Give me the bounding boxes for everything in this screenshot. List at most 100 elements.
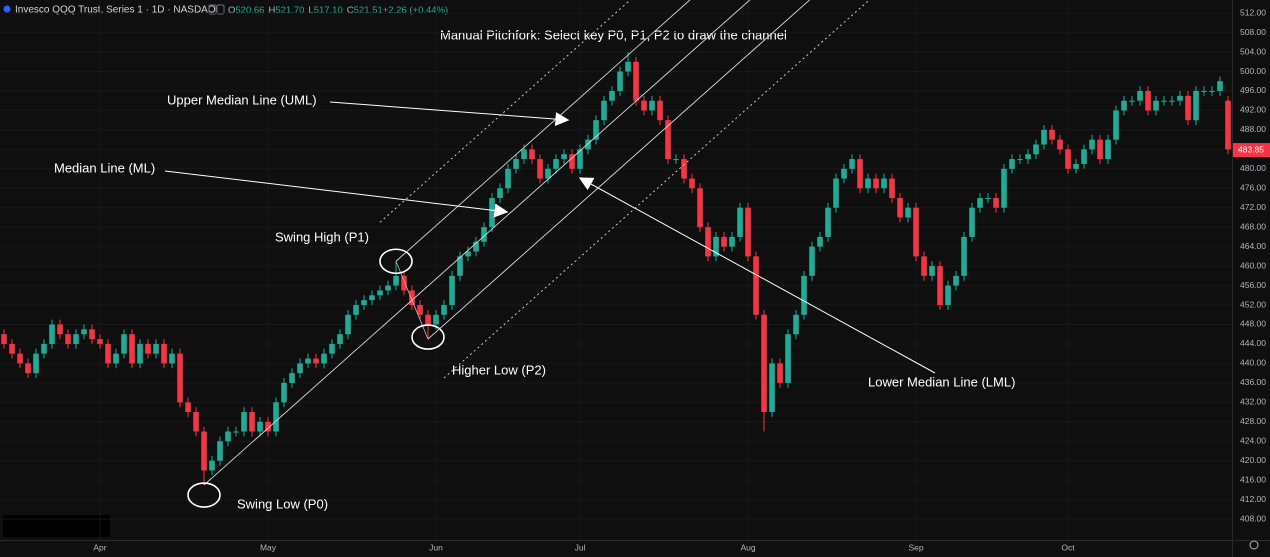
candle-body: [1, 334, 7, 344]
annotation-arrow: [329, 101, 570, 127]
candle-body: [673, 159, 679, 161]
annotation: Upper Median Line (UML): [167, 92, 317, 107]
candle-body: [393, 275, 399, 286]
candle-body: [233, 431, 239, 433]
y-tick-label: 492.00: [1240, 105, 1266, 115]
candle-body: [977, 198, 983, 208]
candle-body: [1073, 163, 1079, 169]
candle-body: [329, 343, 335, 354]
candle-body: [705, 227, 711, 257]
candle-body: [73, 334, 79, 344]
candle-body: [1217, 81, 1223, 91]
candle-body: [785, 334, 791, 383]
candle-body: [1017, 159, 1023, 161]
candle-body: [441, 305, 447, 315]
candle-body: [713, 236, 719, 257]
candle-body: [1081, 149, 1087, 164]
annotation-arrow: [578, 177, 936, 374]
candle-body: [409, 290, 415, 306]
candle-body: [57, 324, 63, 335]
candle-body: [281, 382, 287, 403]
candle-body: [153, 343, 159, 354]
median-line: [203, 0, 751, 486]
ohlc-value: +2.26 (+0.44%): [383, 5, 449, 16]
candle-body: [209, 460, 215, 471]
candle-body: [849, 159, 855, 169]
candle-body: [161, 343, 167, 364]
candle-body: [369, 295, 375, 301]
candle-body: [473, 241, 479, 252]
ohlc-value: 521.70: [275, 5, 304, 16]
candle-body: [1185, 95, 1191, 121]
candle-body: [201, 431, 207, 471]
candle-body: [449, 275, 455, 306]
candle-body: [345, 314, 351, 335]
candle-body: [297, 363, 303, 374]
candle-body: [529, 149, 535, 160]
candle-body: [321, 353, 327, 364]
candle-body: [721, 236, 727, 247]
candle-body: [25, 363, 31, 374]
candle-body: [1145, 90, 1151, 111]
y-tick-label: 416.00: [1240, 474, 1266, 484]
y-tick-label: 480.00: [1240, 163, 1266, 173]
candle-body: [481, 227, 487, 242]
candle-body: [1009, 159, 1015, 169]
header-symbol: Invesco QQQ Trust, Series 1 · 1D · NASDA…: [15, 5, 216, 16]
candle-body: [601, 100, 607, 121]
candle-body: [41, 343, 47, 354]
candle-body: [809, 246, 815, 276]
candle-body: [81, 329, 87, 335]
candle-body: [657, 100, 663, 121]
candle-body: [1113, 110, 1119, 140]
candle-body: [1089, 139, 1095, 150]
candle-body: [833, 178, 839, 208]
annotation: Swing Low (P0): [237, 496, 328, 511]
candle-body: [49, 324, 55, 344]
candle-body: [1121, 100, 1127, 111]
candle-body: [137, 343, 143, 364]
candle-body: [521, 149, 527, 160]
ohlc-value: 521.51: [354, 5, 383, 16]
candle-body: [1033, 144, 1039, 155]
candle-body: [913, 207, 919, 257]
candle-body: [617, 71, 623, 91]
candle-body: [353, 305, 359, 315]
candle-body: [593, 120, 599, 140]
candle-body: [961, 236, 967, 276]
candle-body: [1193, 90, 1199, 121]
candle-body: [185, 402, 191, 413]
candle-body: [1209, 90, 1215, 92]
candle-body: [257, 421, 263, 432]
x-tick-label: Jun: [429, 542, 443, 552]
annotation: Median Line (ML): [54, 160, 155, 175]
x-tick-label: Sep: [908, 542, 923, 552]
y-tick-label: 408.00: [1240, 513, 1266, 523]
candle-body: [1065, 149, 1071, 169]
candle-body: [65, 334, 71, 344]
candle-body: [1025, 154, 1031, 160]
y-tick-label: 452.00: [1240, 299, 1266, 309]
candle-body: [921, 256, 927, 276]
candle-body: [745, 207, 751, 257]
settings-icon[interactable]: [1249, 540, 1259, 550]
candle-body: [553, 159, 559, 169]
candle-body: [625, 61, 631, 72]
candle-body: [793, 314, 799, 335]
candle-body: [113, 353, 119, 364]
candle-body: [377, 290, 383, 296]
candle-body: [825, 207, 831, 237]
candle-body: [769, 363, 775, 413]
last-price-box: [1233, 143, 1270, 158]
candle-body: [873, 178, 879, 189]
candle-body: [993, 198, 999, 208]
upper-median-line: [395, 0, 691, 262]
ohlc-key: O: [228, 5, 235, 16]
candle-body: [1201, 90, 1207, 92]
candle-body: [361, 300, 367, 306]
candle-body: [1129, 100, 1135, 102]
candle-body: [1057, 139, 1063, 150]
y-tick-label: 504.00: [1240, 46, 1266, 56]
candle-body: [513, 159, 519, 169]
